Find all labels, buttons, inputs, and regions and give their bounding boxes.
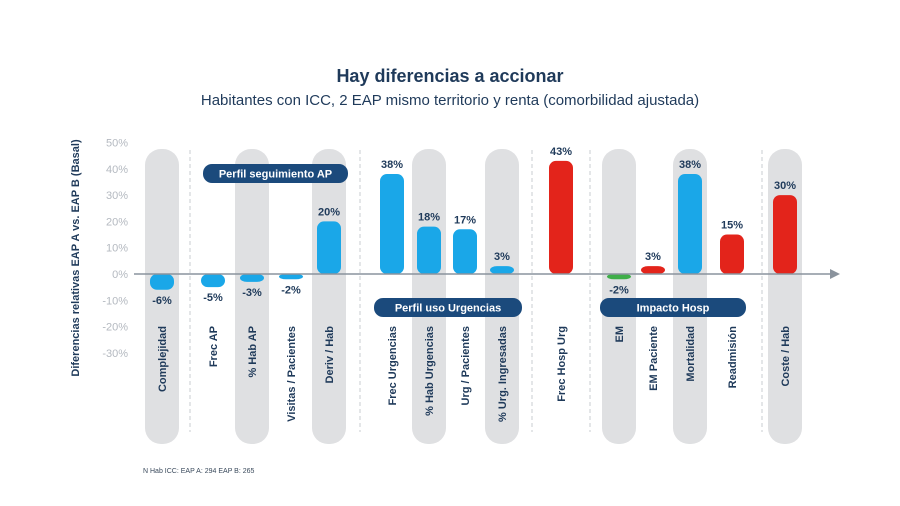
category-label: % Urg. Ingresadas <box>497 326 509 422</box>
group-label: Impacto Hosp <box>637 303 710 315</box>
bar-13 <box>678 174 702 274</box>
data-label: 18% <box>418 212 440 224</box>
group-label: Perfil uso Urgencias <box>395 303 501 315</box>
data-label: 30% <box>774 180 796 192</box>
group-pill <box>203 164 348 183</box>
y-tick-label: 30% <box>106 190 128 202</box>
bar-10 <box>549 160 573 274</box>
data-label: 15% <box>721 220 743 232</box>
group-pill <box>600 298 746 317</box>
data-label: 3% <box>494 251 510 263</box>
y-tick-label: -20% <box>102 322 128 334</box>
bar-4 <box>279 274 303 280</box>
bar-8 <box>453 229 477 274</box>
category-label: Visitas / Pacientes <box>286 326 298 422</box>
category-label: Frec Urgencias <box>387 326 399 405</box>
data-label: 38% <box>679 159 701 171</box>
y-tick-label: -10% <box>102 295 128 307</box>
x-axis-arrow-icon <box>830 269 840 279</box>
bar-15 <box>773 195 797 274</box>
bar-12 <box>641 266 665 274</box>
background-column <box>235 149 269 444</box>
background-column <box>602 149 636 444</box>
y-axis-label: Diferencias relativas EAP A vs. EAP B (B… <box>70 139 82 377</box>
footnote: N Hab ICC: EAP A: 294 EAP B: 265 <box>143 468 255 475</box>
y-tick-label: 0% <box>112 269 128 281</box>
category-label: Complejidad <box>157 326 169 392</box>
group-pill <box>374 298 522 317</box>
data-label: -3% <box>242 287 262 299</box>
category-label: Coste / Hab <box>780 326 792 387</box>
bar-3 <box>240 274 264 282</box>
data-label: 38% <box>381 159 403 171</box>
data-label: -6% <box>152 295 172 307</box>
category-label: % Hab Urgencias <box>424 326 436 416</box>
category-label: Readmisión <box>727 326 739 389</box>
y-tick-label: 40% <box>106 164 128 176</box>
category-label: Deriv / Hab <box>324 326 336 384</box>
background-column <box>312 149 346 444</box>
bar-7 <box>417 226 441 274</box>
bar-6 <box>380 174 404 274</box>
bar-5 <box>317 221 341 274</box>
bar-11 <box>607 274 631 280</box>
chart-title: Hay diferencias a accionar <box>336 66 564 86</box>
category-label: EM Paciente <box>648 326 660 391</box>
bar-14 <box>720 234 744 274</box>
data-label: -2% <box>609 284 629 296</box>
y-tick-label: 10% <box>106 243 128 255</box>
bar-1 <box>150 274 174 290</box>
y-tick-label: 50% <box>106 138 128 150</box>
data-label: 20% <box>318 206 340 218</box>
data-label: 17% <box>454 214 476 226</box>
bar-9 <box>490 266 514 274</box>
data-label: 3% <box>645 251 661 263</box>
y-tick-label: -30% <box>102 348 128 360</box>
background-column <box>485 149 519 444</box>
category-label: Frec Hosp Urg <box>556 326 568 402</box>
y-tick-label: 20% <box>106 216 128 228</box>
background-column <box>145 149 179 444</box>
bar-2 <box>201 274 225 288</box>
category-label: Urg / Pacientes <box>460 326 472 405</box>
data-label: -5% <box>203 292 223 304</box>
background-column <box>412 149 446 444</box>
chart-subtitle: Habitantes con ICC, 2 EAP mismo territor… <box>200 92 700 109</box>
group-label: Perfil seguimiento AP <box>219 169 332 181</box>
category-label: EM <box>614 326 626 343</box>
data-label: -2% <box>281 284 301 296</box>
data-label: 43% <box>550 146 572 158</box>
category-label: % Hab AP <box>247 326 259 378</box>
category-label: Mortalidad <box>685 326 697 382</box>
category-label: Frec AP <box>208 326 220 367</box>
background-column <box>768 149 802 444</box>
